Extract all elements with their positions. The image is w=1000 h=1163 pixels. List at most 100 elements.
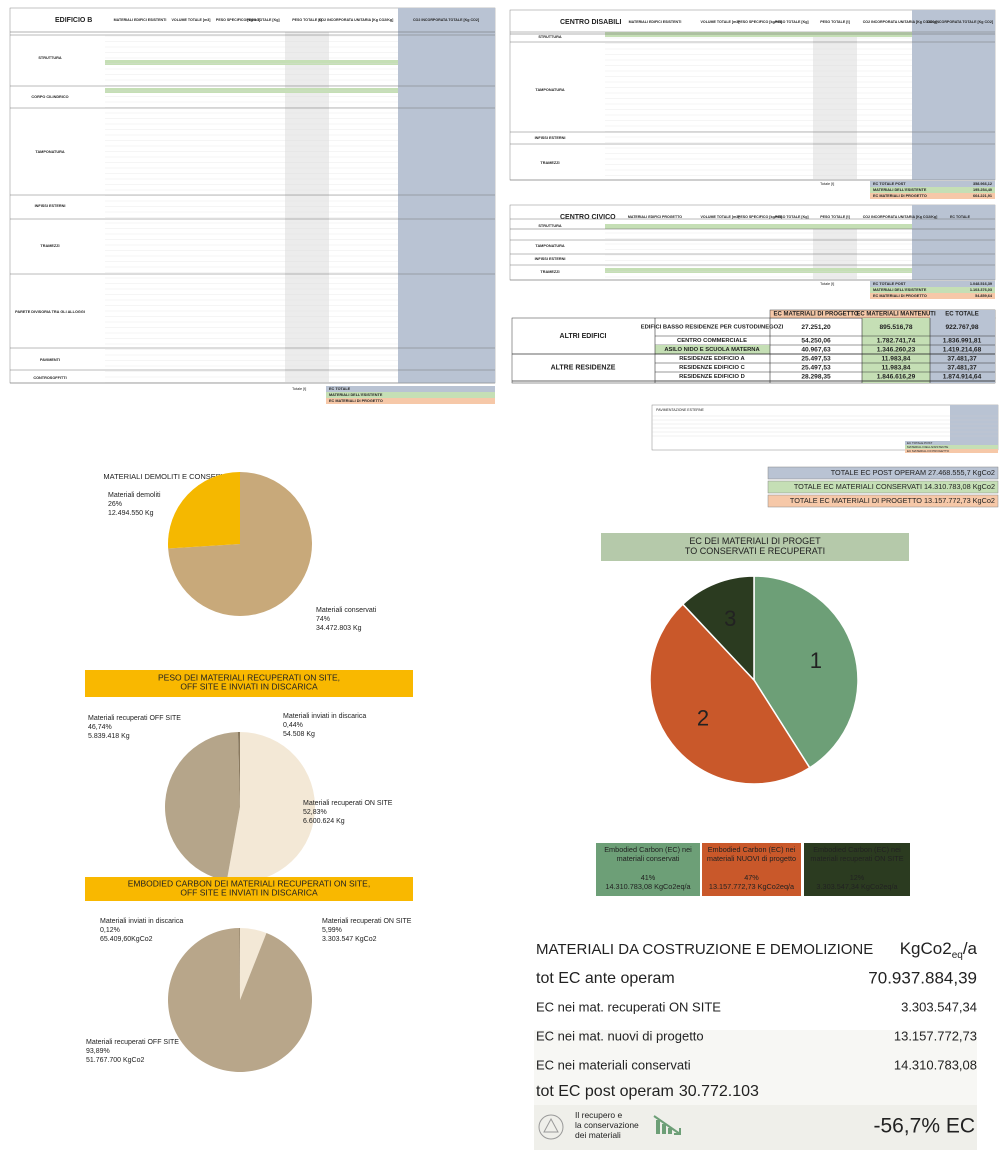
column-header: MATERIALI EDIFICI PROGETTO [628, 215, 682, 219]
summary-cell: 25.497,53 [801, 355, 831, 362]
slice-percent: 26% [108, 501, 122, 508]
summary-cell: 40.967,63 [801, 346, 831, 353]
slice-percent: 5,99% [322, 927, 342, 934]
slice-amount: 54.508 Kg [283, 731, 315, 738]
slice-amount: 5.839.418 Kg [88, 733, 130, 740]
chart-title: EC DEI MATERIALI DI PROGET TO CONSERVATI … [685, 536, 825, 556]
slice-percent: 93,89% [86, 1048, 110, 1055]
green-row [605, 268, 912, 273]
legend-percent: 41% [641, 873, 656, 882]
group-label: CORPO CILINDRICO [31, 95, 68, 99]
column-header: VOLUME TOTALE [m3] [701, 20, 740, 24]
total-bar [767, 466, 999, 480]
group-label: INFISSI ESTERNI [535, 136, 566, 140]
summary-cell: 1.419.214,68 [943, 346, 982, 353]
column-header: CO2 INCORPORATA TOTALE [Kg CO2] [927, 20, 993, 24]
column-header: PESO SPECIFICO [kg/m3] [738, 215, 782, 219]
summary-cell: 37.481,37 [947, 355, 977, 362]
summary-cell: 11.983,84 [882, 364, 911, 371]
column-header: VOLUME TOTALE [m3] [172, 18, 211, 22]
unit-part: eq [952, 950, 963, 961]
summary-cell: 1.836.991,81 [943, 337, 982, 344]
title-bar [85, 877, 413, 901]
footer-value: 358.966,12 [973, 182, 992, 186]
footer-cell [326, 392, 495, 398]
legend-text: Embodied Carbon (EC) nei materiali conser… [604, 845, 692, 863]
footer-label: EC TOTALE [329, 387, 351, 391]
footer-label: EC MATERIALI DI PROGETTO [907, 449, 950, 453]
legend-box [804, 843, 910, 896]
pie-slice [164, 732, 240, 881]
highlight-column [398, 8, 495, 383]
footer-value: 1.103.376,03 [970, 288, 992, 292]
footer-label: MATERIALI DELL'ESISTENTE [907, 445, 948, 449]
summary-row-label: RESIDENZE EDIFICIO D [679, 374, 745, 380]
recycle-icon-mark [543, 1117, 559, 1133]
slice-amount: 34.472.803 Kg [316, 625, 362, 632]
summary-group: ALTRI EDIFICI [560, 333, 607, 340]
column-header: VOLUME TOTALE [m3] [701, 215, 740, 219]
column-header: CO2 INCORPORATA UNITARIA [Kg CO2/Kg] [863, 215, 938, 219]
summary-row-label: EDIFICI BASSO RESIDENZE PER CUSTODI/NEGO… [641, 325, 784, 331]
icon-bar [662, 1124, 666, 1134]
footer-label: EC MATERIALI DI PROGETTO [873, 294, 927, 298]
group-label: STRUTTURA [538, 35, 561, 39]
summary-col-blue [930, 310, 995, 383]
footer-cell [905, 445, 998, 449]
unit-part: /a [963, 939, 978, 958]
recycle-icon [538, 1114, 564, 1140]
summary-column: EC MATERIALI DI PROGETTO [773, 312, 858, 318]
ante-label: tot EC ante operam [536, 970, 675, 987]
pie-slice [239, 928, 240, 1000]
slice-number: 1 [810, 648, 822, 673]
green-row [605, 32, 912, 37]
slice-name: Materiali inviati in discarica [283, 713, 366, 720]
green-row [105, 88, 398, 93]
highlight-column [912, 10, 995, 180]
column-header: MATERIALI EDIFICI ESISTENTI [629, 20, 682, 24]
panel-row-label: EC nei mat. nuovi di progetto [536, 1028, 704, 1043]
chart-title: PESO DEI MATERIALI RECUPERATI ON SITE, OF… [158, 673, 340, 692]
panel-row-value: 3.303.547,34 [901, 999, 977, 1014]
green-row [605, 224, 912, 229]
column-header: CO2 INCORPORATA TOTALE [Kg CO2] [413, 18, 479, 22]
summary-row-label: RESIDENZE EDIFICIO C [679, 365, 746, 371]
post-value: 30.772.103 [679, 1083, 759, 1100]
footer-label: EC TOTALE POST [873, 282, 906, 286]
footer-cell [326, 386, 495, 392]
total-text: TOTALE EC MATERIALI DI PROGETTO 13.157.7… [790, 496, 995, 505]
footer-cell [870, 187, 995, 193]
panel-row-label: EC nei materiali conservati [536, 1057, 691, 1072]
group-label: TAMPONATURA [35, 150, 64, 154]
column-header: PESO TOTALE [t] [292, 18, 322, 22]
total-text: TOTALE EC MATERIALI CONSERVATI 14.310.78… [794, 482, 995, 491]
slice-amount: 12.494.550 Kg [108, 510, 154, 517]
pie-slice [168, 928, 313, 1072]
slice-name: Materiali demoliti [108, 492, 161, 499]
slice-number: 3 [724, 606, 736, 631]
column-header: PESO TOTALE [Kg] [775, 215, 808, 219]
footer-label: EC TOTALE POST [907, 441, 933, 445]
chart-title: EMBODIED CARBON DEI MATERIALI RECUPERATI… [128, 879, 370, 898]
summary-cell: 54.250,06 [801, 337, 831, 344]
slice-name: Materiali inviati in discarica [100, 918, 183, 925]
slice-percent: 52,83% [303, 809, 327, 816]
slice-name: Materiali recuperati OFF SITE [88, 715, 181, 722]
total-label: Totale [t] [292, 387, 306, 391]
column-header: CO2 INCORPORATA UNITARIA [Kg CO2/Kg] [319, 18, 394, 22]
column-header: MATERIALI EDIFICI ESISTENTI [114, 18, 167, 22]
footer-label: EC TOTALE POST [873, 182, 906, 186]
slice-name: Materiali conservati [316, 607, 377, 614]
panel-foot [534, 1105, 977, 1150]
table-title: PAVIMENTAZIONE ESTERNE [656, 408, 704, 412]
icon-bar [668, 1128, 672, 1134]
footer-cell [905, 441, 998, 445]
slice-percent: 0,12% [100, 927, 120, 934]
pie-slice [168, 472, 312, 616]
summary-row-label: ASILO NIDO E SCUOLA MATERNA [664, 347, 760, 353]
table-title: CENTRO CIVICO [560, 214, 616, 221]
chart-title: MATERIALI DEMOLITI E CONSERVATI [103, 472, 236, 481]
footer-cell [326, 398, 495, 404]
group-label: PARETE DIVISORIA TRA GLI ALLOGGI [15, 310, 85, 314]
